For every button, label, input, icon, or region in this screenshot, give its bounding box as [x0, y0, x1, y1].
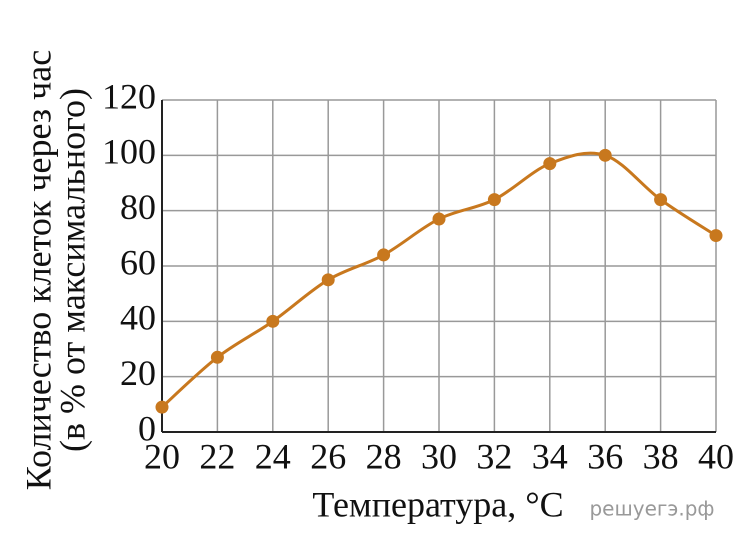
- data-point: [210, 350, 224, 364]
- x-tick-label: 40: [698, 436, 734, 476]
- data-point: [598, 148, 612, 162]
- data-point: [432, 212, 446, 226]
- y-tick-label: 60: [120, 242, 156, 282]
- y-tick-label: 0: [138, 408, 156, 448]
- y-axis-title: (в % от максимального): [52, 88, 92, 452]
- data-point: [654, 193, 668, 207]
- x-tick-label: 32: [476, 436, 512, 476]
- data-point: [266, 314, 280, 328]
- x-axis-title: Температура, °C: [312, 484, 563, 524]
- y-tick-label: 120: [102, 76, 156, 116]
- watermark: решуегэ.рф: [589, 497, 714, 521]
- x-tick-label: 36: [587, 436, 623, 476]
- y-tick-label: 80: [120, 187, 156, 227]
- y-axis-title: Количество клеток через час: [18, 50, 58, 490]
- x-tick-label: 34: [532, 436, 568, 476]
- x-tick-label: 22: [199, 436, 235, 476]
- y-tick-label: 100: [102, 132, 156, 172]
- data-point: [709, 229, 723, 243]
- x-tick-label: 38: [643, 436, 679, 476]
- data-point: [321, 273, 335, 287]
- data-point: [155, 400, 169, 414]
- y-tick-label: 20: [120, 353, 156, 393]
- data-point: [487, 193, 501, 207]
- x-tick-label: 30: [421, 436, 457, 476]
- y-tick-label: 40: [120, 298, 156, 338]
- data-point: [543, 157, 557, 171]
- x-tick-label: 26: [310, 436, 346, 476]
- x-tick-label: 28: [366, 436, 402, 476]
- data-point: [377, 248, 391, 262]
- x-tick-label: 24: [255, 436, 291, 476]
- x-tick-label: 20: [144, 436, 180, 476]
